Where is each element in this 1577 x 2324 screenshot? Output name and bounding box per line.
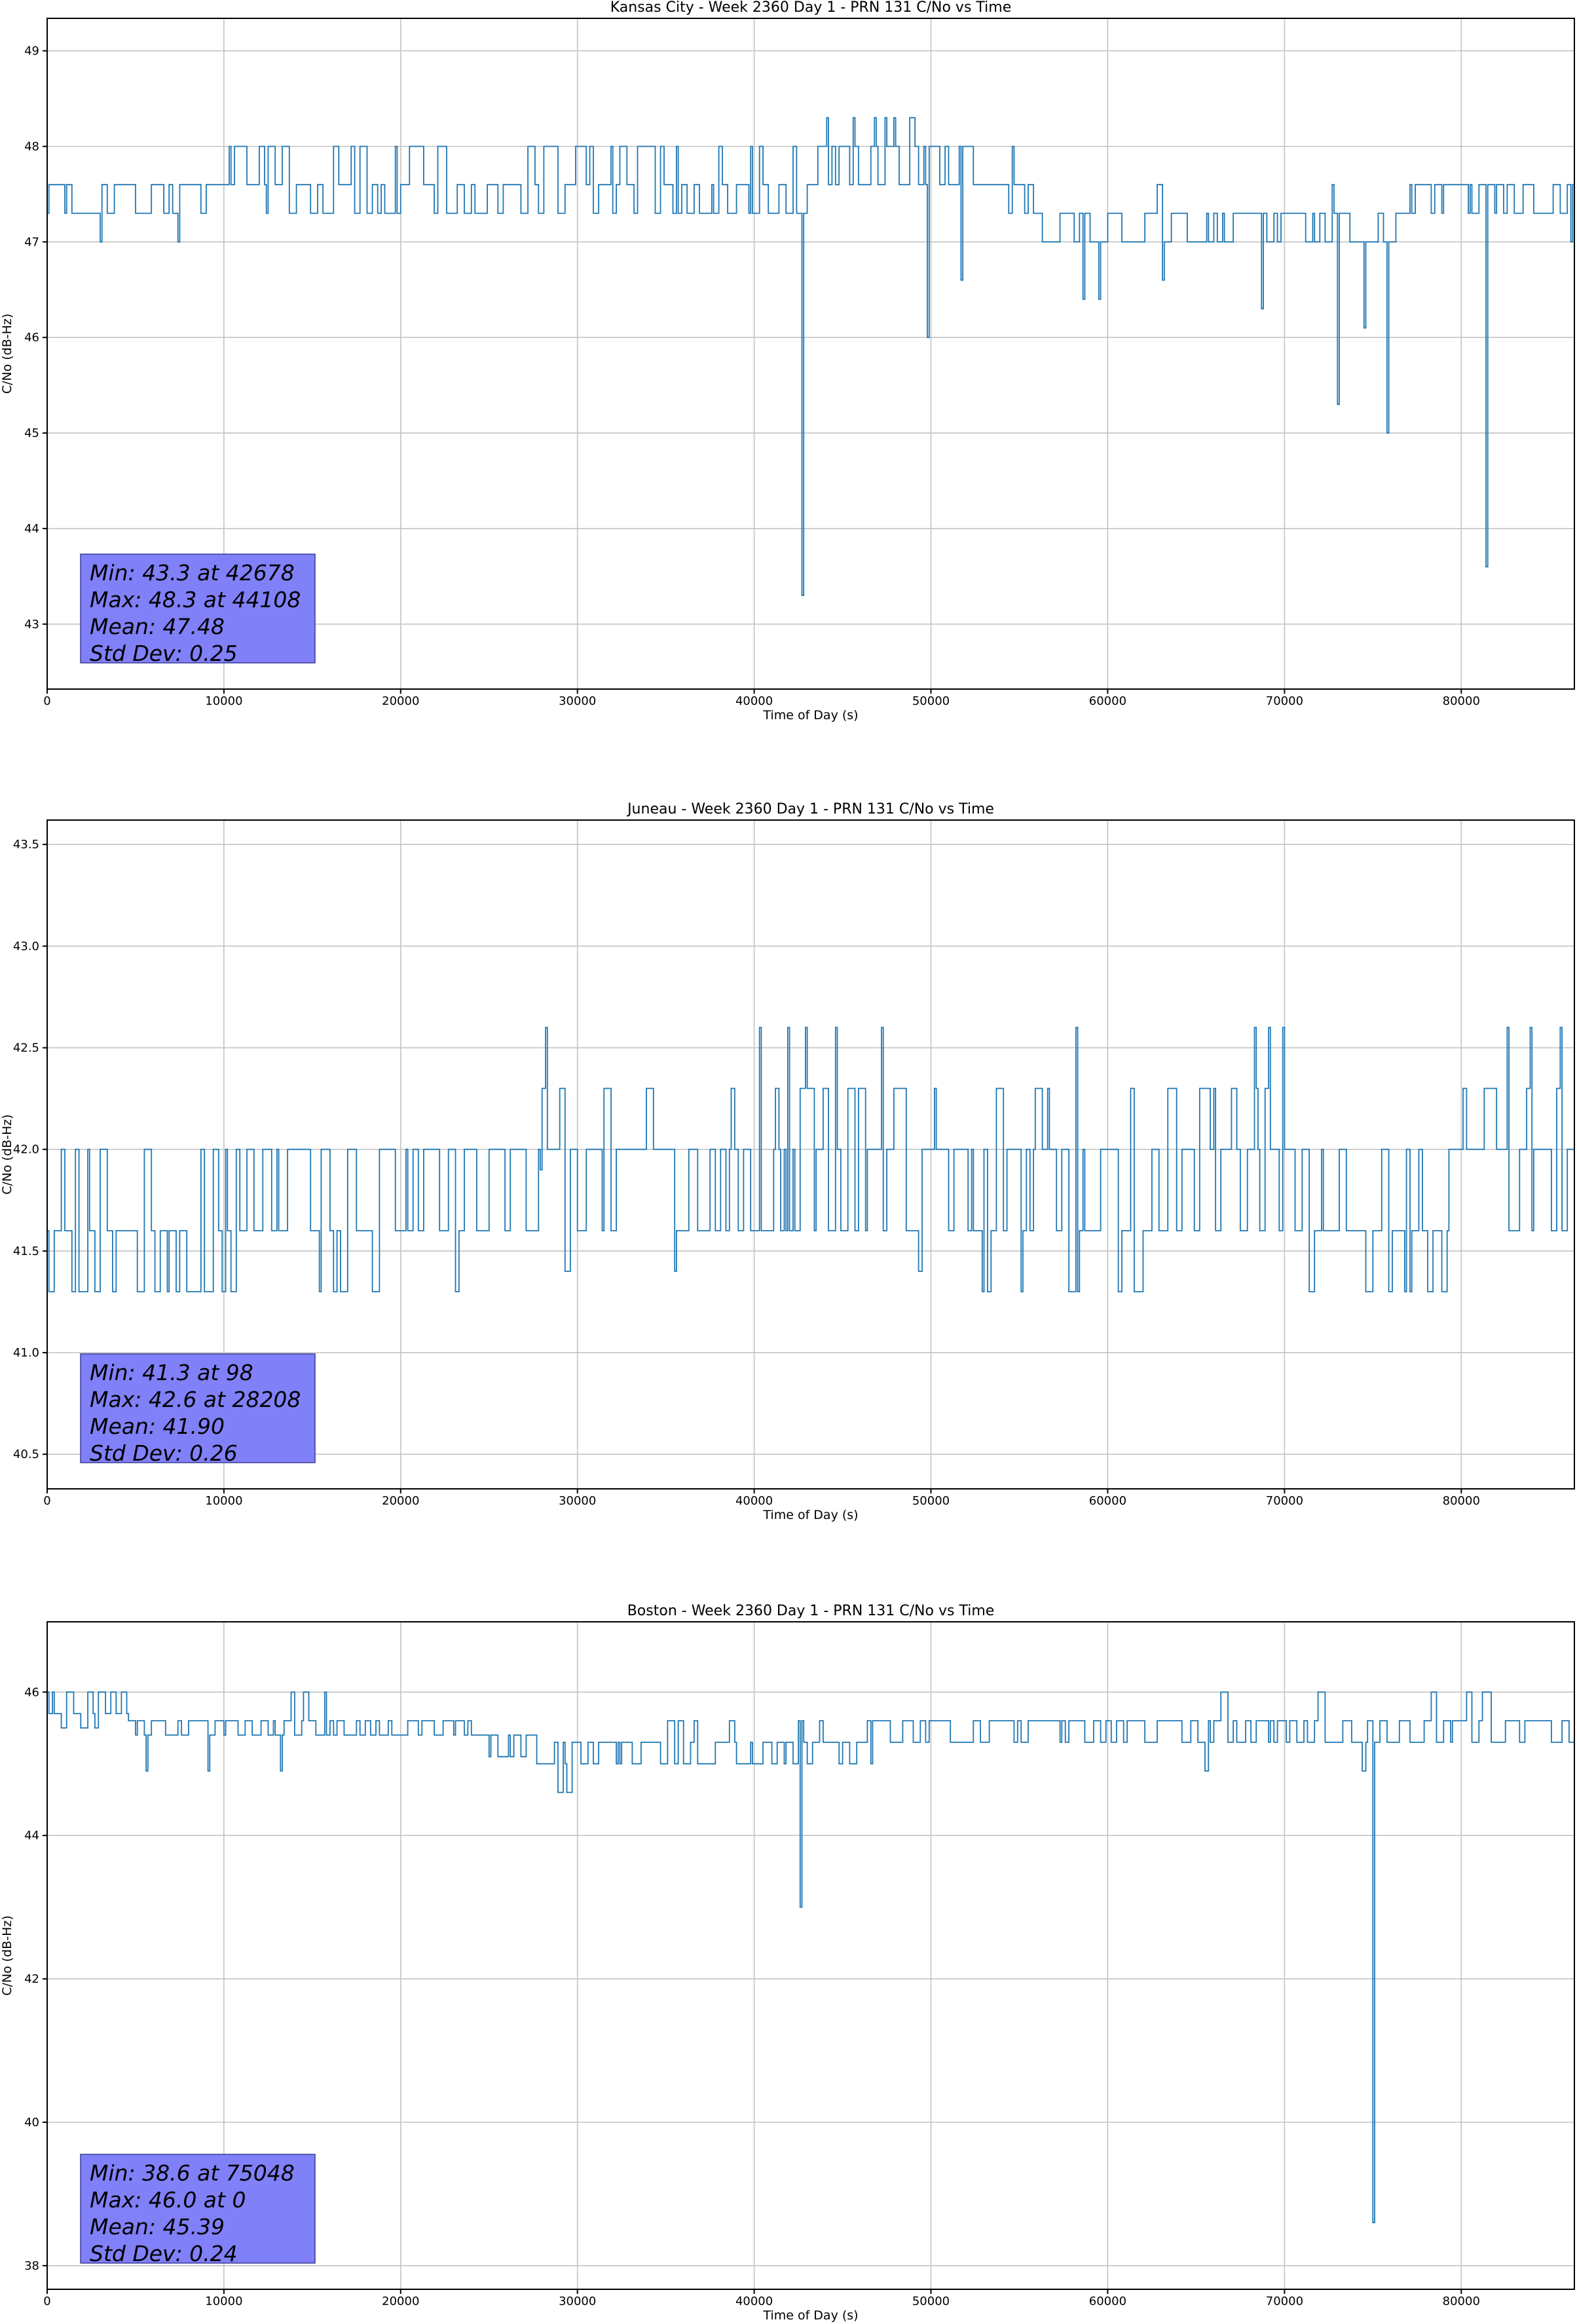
y-tick-label: 43 [24,618,39,631]
y-tick-label: 42.5 [13,1041,39,1055]
x-tick-label: 40000 [735,694,773,708]
stats-line: Max: 48.3 at 44108 [90,587,301,612]
x-axis-label: Time of Day (s) [762,2308,858,2323]
y-tick-label: 43.5 [13,838,39,852]
y-tick-label: 49 [24,45,39,58]
chart-title: Kansas City - Week 2360 Day 1 - PRN 131 … [610,0,1012,16]
x-tick-label: 70000 [1266,2295,1303,2308]
y-tick-label: 41.0 [13,1346,39,1360]
y-tick-label: 44 [24,522,39,536]
x-tick-label: 20000 [382,2295,419,2308]
x-tick-label: 80000 [1443,694,1480,708]
y-tick-label: 40 [24,2116,39,2129]
chart-3: 0 10000 20000 30000 40000 50000 60000 70000 8000… [0,1603,1575,2323]
x-tick-label: 10000 [205,1494,242,1508]
x-tick-label: 70000 [1266,1494,1303,1508]
x-tick-label: 60000 [1089,1494,1126,1508]
x-tick-label: 80000 [1443,1494,1480,1508]
x-tick-label: 10000 [205,694,242,708]
stats-box [80,1353,316,1463]
chart-1: 0 10000 20000 30000 40000 50000 60000 70000 8000… [0,0,1575,722]
stats-box [80,553,316,664]
y-tick-label: 40.5 [13,1448,39,1461]
chart-2: 0 10000 20000 30000 40000 50000 60000 70000 8000… [0,801,1575,1522]
stats-line: Std Dev: 0.25 [90,641,238,666]
x-tick-label: 0 [43,1494,50,1508]
x-tick-label: 40000 [735,2295,773,2308]
y-tick-label: 42 [24,1972,39,1986]
y-tick-label: 43.0 [13,939,39,953]
stats-line: Mean: 41.90 [90,1414,225,1439]
x-tick-label: 70000 [1266,694,1303,708]
x-axis-label: Time of Day (s) [762,708,858,722]
stats-line: Max: 46.0 at 0 [90,2187,246,2213]
stats-line: Min: 41.3 at 98 [90,1360,253,1385]
stats-line: Std Dev: 0.24 [90,2241,238,2266]
y-tick-label: 41.5 [13,1245,39,1258]
x-axis-label: Time of Day (s) [762,1508,858,1522]
y-tick-label: 46 [24,331,39,345]
y-tick-label: 38 [24,2259,39,2273]
y-tick-label: 42.0 [13,1143,39,1157]
y-tick-label: 48 [24,140,39,154]
stats-box [80,2154,316,2264]
stats-line: Mean: 47.48 [90,614,225,639]
x-tick-label: 0 [43,694,50,708]
stats-line: Min: 43.3 at 42678 [90,560,295,586]
y-tick-label: 44 [24,1829,39,1843]
chart-title: Juneau - Week 2360 Day 1 - PRN 131 C/No … [626,801,994,817]
x-tick-label: 60000 [1089,2295,1126,2308]
x-tick-label: 0 [43,2295,50,2308]
y-tick-label: 45 [24,426,39,440]
stats-line: Std Dev: 0.26 [90,1440,238,1466]
y-axis-label: C/No (dB-Hz) [0,1114,14,1195]
axes-spines [46,18,1575,690]
axes-spines [46,819,1575,1490]
x-tick-label: 80000 [1443,2295,1480,2308]
stats-line: Max: 42.6 at 28208 [90,1387,301,1412]
x-tick-label: 40000 [735,1494,773,1508]
data-line [47,1691,1574,2224]
x-tick-label: 50000 [912,694,950,708]
y-tick-label: 46 [24,1685,39,1699]
y-tick-label: 47 [24,235,39,249]
x-tick-label: 10000 [205,2295,242,2308]
x-tick-label: 20000 [382,694,419,708]
data-line [47,117,1574,596]
stats-line: Min: 38.6 at 75048 [90,2160,295,2186]
y-axis-label: C/No (dB-Hz) [0,314,14,394]
x-tick-label: 50000 [912,2295,950,2308]
x-tick-label: 30000 [559,1494,596,1508]
axes-spines [46,1621,1575,2290]
y-axis-label: C/No (dB-Hz) [0,1915,14,1996]
x-tick-label: 20000 [382,1494,419,1508]
x-tick-label: 50000 [912,1494,950,1508]
x-tick-label: 60000 [1089,694,1126,708]
stats-line: Mean: 45.39 [90,2214,225,2240]
x-tick-label: 30000 [559,2295,596,2308]
data-line [47,1026,1574,1292]
chart-title: Boston - Week 2360 Day 1 - PRN 131 C/No … [627,1603,995,1619]
x-tick-label: 30000 [559,694,596,708]
